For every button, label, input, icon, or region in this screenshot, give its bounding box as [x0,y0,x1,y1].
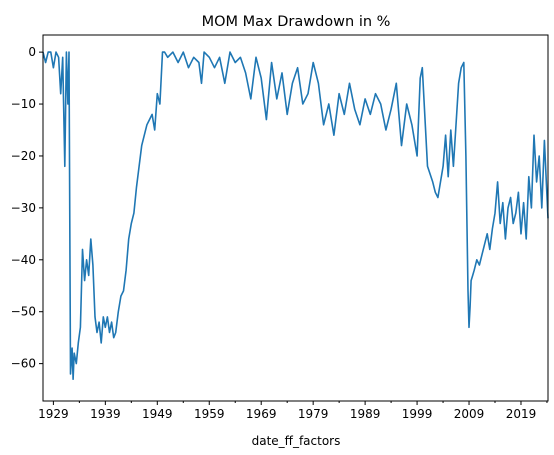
y-tick-label: −40 [11,253,36,267]
y-tick-label: −50 [11,305,36,319]
x-tick-label: 1959 [194,407,225,421]
plot-frame [42,34,549,402]
x-axis-label: date_ff_factors [252,434,341,448]
x-tick-label: 2019 [506,407,537,421]
x-tick-label: 1929 [38,407,69,421]
x-tick-label: 1989 [350,407,381,421]
x-tick-label: 1939 [90,407,121,421]
y-tick-label: −30 [11,201,36,215]
x-tick-label: 1999 [402,407,433,421]
x-axis: 1929 1939 1949 1959 1969 1979 1989 1999 2009 2019 [38,401,548,421]
x-tick-label: 2009 [454,407,485,421]
y-tick-label: 0 [28,45,36,59]
y-axis: 0 −10 −20 −30 −40 −50 −60 [11,45,43,371]
series-line-0 [42,51,549,381]
chart-title: MOM Max Drawdown in % [202,14,391,30]
x-tick-label: 1979 [298,407,329,421]
plot-area [42,51,549,381]
y-tick-label: −60 [11,357,36,371]
x-tick-label: 1969 [246,407,277,421]
y-tick-label: −20 [11,149,36,163]
x-tick-label: 1949 [142,407,173,421]
y-tick-label: −10 [11,97,36,111]
